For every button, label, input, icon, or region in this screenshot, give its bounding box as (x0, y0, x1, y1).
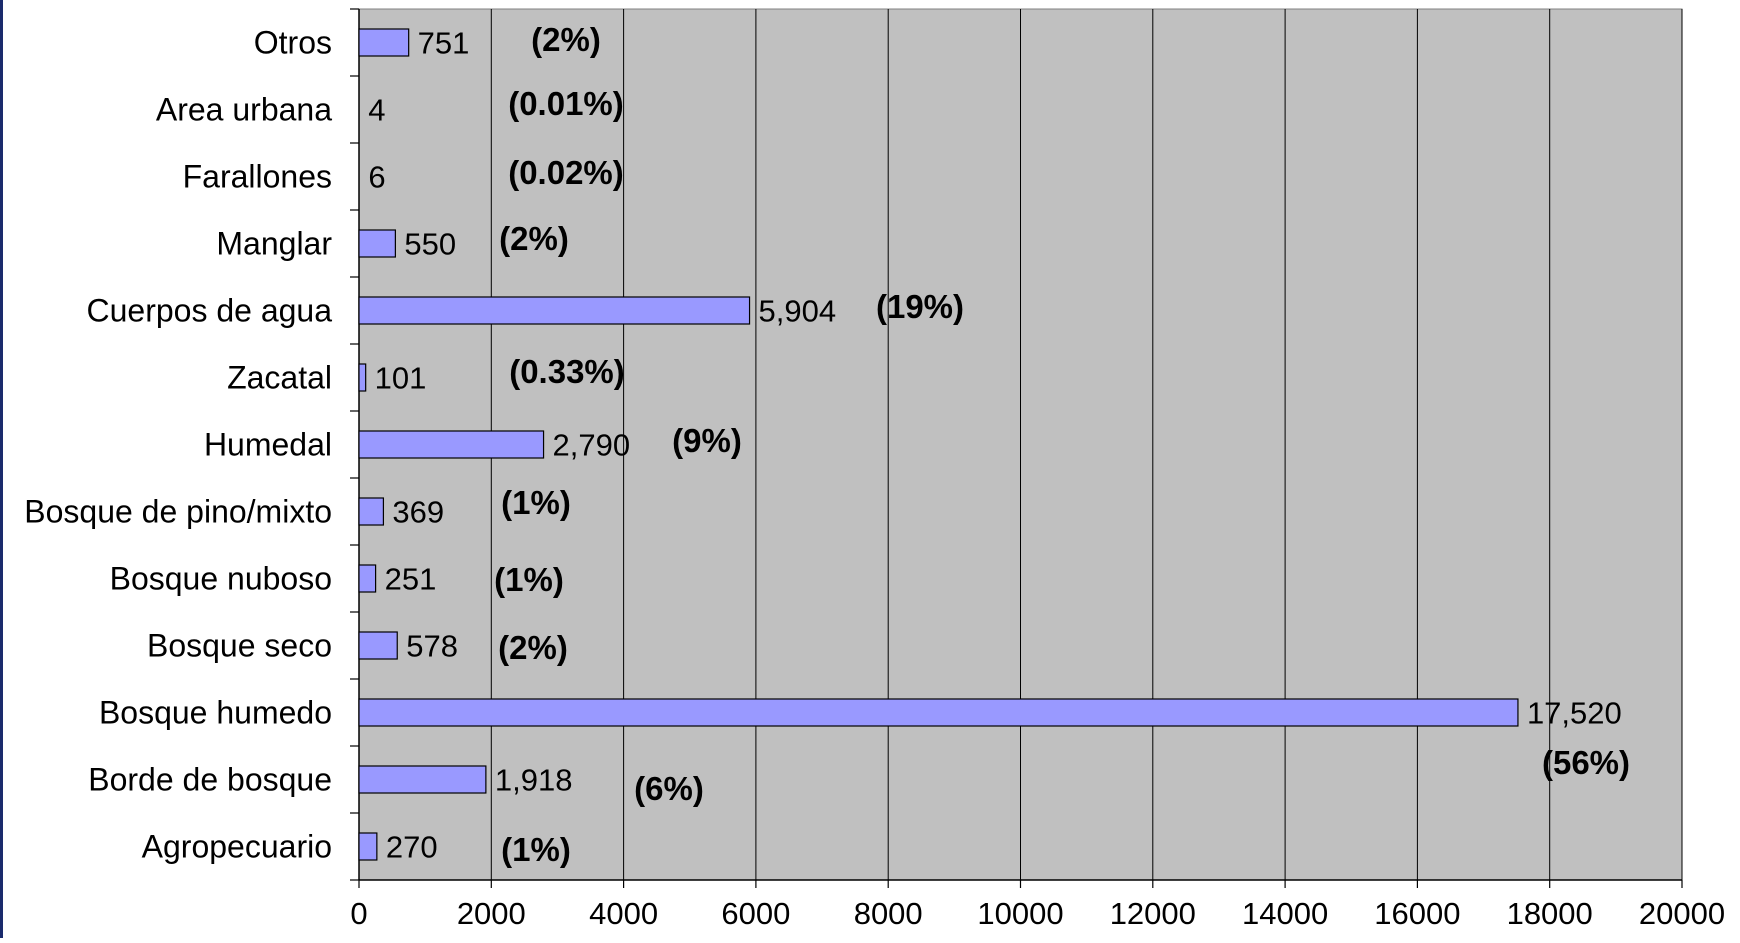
value-label-zacatal: 101 (375, 361, 427, 396)
bar-humedal (358, 430, 545, 459)
value-label-otros: 751 (418, 26, 470, 61)
percent-label-farallones: (0.02%) (508, 154, 624, 191)
percent-label-bosque-humedo: (56%) (1542, 744, 1630, 781)
category-label-otros: Otros (254, 25, 332, 61)
category-label-zacatal: Zacatal (227, 360, 332, 396)
percent-label-manglar: (2%) (499, 220, 569, 257)
bars (358, 28, 1519, 861)
value-label-area-urbana: 4 (368, 93, 385, 128)
x-tick-label-2000: 2000 (457, 896, 526, 931)
value-label-agropecuario: 270 (386, 830, 438, 865)
category-label-agropecuario: Agropecuario (142, 829, 332, 865)
axes: 0 2000 4000 6000 8000 10000 12000 14000 16000 180… (350, 8, 1725, 931)
category-label-bosque-nuboso: Bosque nuboso (110, 561, 332, 597)
value-label-borde-de-bosque: 1,918 (495, 763, 573, 798)
category-label-humedal: Humedal (204, 427, 332, 463)
value-label-humedal: 2,790 (553, 428, 631, 463)
bar-manglar (358, 229, 396, 258)
value-label-bosque-seco: 578 (406, 629, 458, 664)
category-label-borde-de-bosque: Borde de bosque (88, 762, 332, 798)
x-tick-label-12000: 12000 (1110, 896, 1196, 931)
value-label-bosque-de-pino-mixto: 369 (392, 495, 444, 530)
bar-borde-de-bosque (358, 765, 487, 794)
value-label-cuerpos-de-agua: 5,904 (759, 294, 837, 329)
x-tick-label-4000: 4000 (589, 896, 658, 931)
gridlines (490, 9, 1683, 880)
bar-bosque-de-pino-mixto (358, 497, 385, 526)
category-label-cuerpos-de-agua: Cuerpos de agua (86, 293, 332, 329)
bar-zacatal (358, 363, 367, 392)
bar-cuerpos-de-agua (358, 296, 751, 325)
labels: Otros 751 (2%) Area urbana 4 (0.01%) Farallone… (24, 21, 1630, 868)
category-label-manglar: Manglar (216, 226, 332, 262)
value-label-bosque-nuboso: 251 (385, 562, 437, 597)
bar-bosque-seco (358, 631, 398, 660)
x-tick-label-20000: 20000 (1639, 896, 1725, 931)
bar-agropecuario (358, 832, 378, 861)
category-label-area-urbana: Area urbana (156, 92, 332, 128)
percent-label-bosque-de-pino-mixto: (1%) (501, 484, 571, 521)
x-tick-label-18000: 18000 (1507, 896, 1593, 931)
percent-label-agropecuario: (1%) (501, 831, 571, 868)
x-tick-label-0: 0 (350, 896, 367, 931)
percent-label-humedal: (9%) (672, 422, 742, 459)
x-tick-label-14000: 14000 (1242, 896, 1328, 931)
percent-label-otros: (2%) (531, 21, 601, 58)
percent-label-borde-de-bosque: (6%) (634, 770, 704, 807)
value-label-manglar: 550 (404, 227, 456, 262)
percent-label-zacatal: (0.33%) (509, 353, 625, 390)
x-tick-label-10000: 10000 (977, 896, 1063, 931)
left-edge-bar (0, 0, 3, 938)
value-label-farallones: 6 (368, 160, 385, 195)
percent-label-area-urbana: (0.01%) (508, 85, 624, 122)
x-tick-label-8000: 8000 (854, 896, 923, 931)
bar-bosque-humedo (358, 698, 1519, 727)
percent-label-cuerpos-de-agua: (19%) (876, 288, 964, 325)
bar-bosque-nuboso (358, 564, 377, 593)
x-tick-label-16000: 16000 (1374, 896, 1460, 931)
percent-label-bosque-seco: (2%) (498, 629, 568, 666)
category-label-bosque-humedo: Bosque humedo (99, 695, 332, 731)
category-label-bosque-seco: Bosque seco (147, 628, 332, 664)
bar-otros (358, 28, 410, 57)
category-label-bosque-de-pino-mixto: Bosque de pino/mixto (24, 494, 332, 530)
value-label-bosque-humedo: 17,520 (1527, 696, 1622, 731)
x-tick-label-6000: 6000 (721, 896, 790, 931)
category-label-farallones: Farallones (183, 159, 332, 195)
percent-label-bosque-nuboso: (1%) (494, 561, 564, 598)
